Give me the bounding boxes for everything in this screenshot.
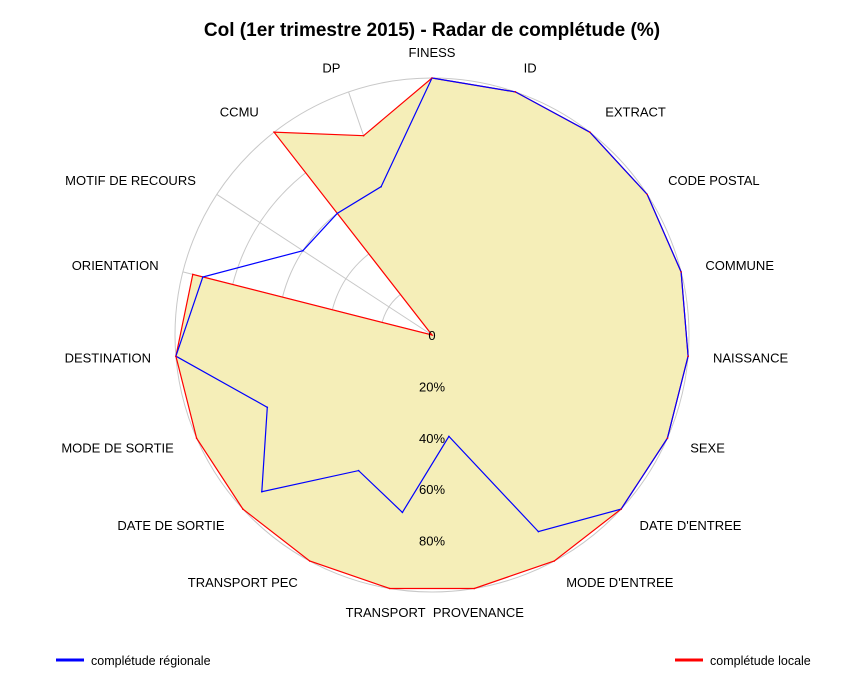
point-local-13 bbox=[195, 437, 198, 440]
axis-label: MODE D'ENTREE bbox=[566, 575, 674, 590]
point-regional-17 bbox=[336, 212, 339, 215]
series-local-area bbox=[175, 78, 689, 589]
point-regional-18 bbox=[380, 185, 382, 188]
axis-label: PROVENANCE bbox=[433, 605, 524, 620]
point-local-8 bbox=[553, 560, 556, 562]
point-regional-11 bbox=[357, 469, 360, 472]
axis-label: DESTINATION bbox=[65, 350, 151, 365]
axis-label: TRANSPORT bbox=[346, 605, 426, 620]
axis-label: FINESS bbox=[409, 45, 456, 60]
axis-label: DATE DE SORTIE bbox=[117, 518, 224, 533]
point-regional-16 bbox=[302, 249, 304, 252]
axis-label: SEXE bbox=[690, 440, 725, 455]
point-local-3 bbox=[646, 193, 648, 196]
point-regional-12 bbox=[261, 490, 263, 493]
legend-label-local: complétude locale bbox=[710, 654, 811, 668]
point-local-2 bbox=[589, 131, 591, 133]
point-regional-8 bbox=[537, 530, 540, 533]
tick-label-40: 40% bbox=[419, 431, 445, 446]
point-local-18 bbox=[362, 134, 365, 137]
tick-labels: 0 20% 40% 60% 80% bbox=[419, 328, 445, 549]
tick-label-60: 60% bbox=[419, 482, 445, 497]
axis-label: CCMU bbox=[220, 105, 259, 120]
axis-label: TRANSPORT PEC bbox=[188, 575, 298, 590]
legend-label-regional: complétude régionale bbox=[91, 654, 211, 668]
point-local-5 bbox=[687, 355, 689, 358]
axis-label: MODE DE SORTIE bbox=[61, 440, 174, 455]
point-local-7 bbox=[620, 508, 622, 510]
legend-entry-local: complétude locale bbox=[675, 654, 811, 668]
axis-label: CODE POSTAL bbox=[668, 173, 760, 188]
point-local-16 bbox=[431, 334, 433, 336]
axis-label: DP bbox=[322, 60, 340, 75]
series-regional-line bbox=[175, 77, 689, 533]
chart-title: Col (1er trimestre 2015) - Radar de comp… bbox=[204, 20, 660, 41]
point-regional-15 bbox=[202, 276, 204, 278]
axis-label: ID bbox=[524, 60, 537, 75]
legend-entry-regional: complétude régionale bbox=[56, 654, 211, 668]
axis-label: COMMUNE bbox=[705, 258, 774, 273]
point-local-12 bbox=[242, 508, 244, 510]
point-local-14 bbox=[175, 355, 177, 358]
point-local-10 bbox=[388, 587, 391, 590]
tick-label-0: 0 bbox=[428, 328, 435, 343]
tick-label-80: 80% bbox=[419, 534, 445, 549]
axis-label: NAISSANCE bbox=[713, 350, 788, 365]
point-regional-9 bbox=[448, 435, 450, 438]
point-local-17 bbox=[273, 131, 275, 133]
series-layer bbox=[175, 77, 689, 590]
point-local-0 bbox=[431, 77, 433, 79]
point-local-1 bbox=[514, 91, 517, 93]
point-local-15 bbox=[192, 273, 194, 276]
tick-label-20: 20% bbox=[419, 379, 445, 394]
axis-label: ORIENTATION bbox=[72, 258, 159, 273]
axis-label: EXTRACT bbox=[605, 105, 666, 120]
point-local-9 bbox=[473, 587, 476, 590]
point-local-4 bbox=[680, 271, 682, 273]
axis-label: MOTIF DE RECOURS bbox=[65, 173, 196, 188]
grid-spoke bbox=[216, 194, 433, 336]
point-local-6 bbox=[666, 437, 669, 440]
point-local-11 bbox=[308, 560, 311, 562]
point-regional-10 bbox=[401, 511, 404, 514]
axis-label: DATE D'ENTREE bbox=[640, 518, 742, 533]
axis-labels: FINESS ID EXTRACT CODE POSTAL COMMUNE NAISSAN… bbox=[61, 45, 788, 620]
point-regional-13 bbox=[266, 406, 269, 409]
